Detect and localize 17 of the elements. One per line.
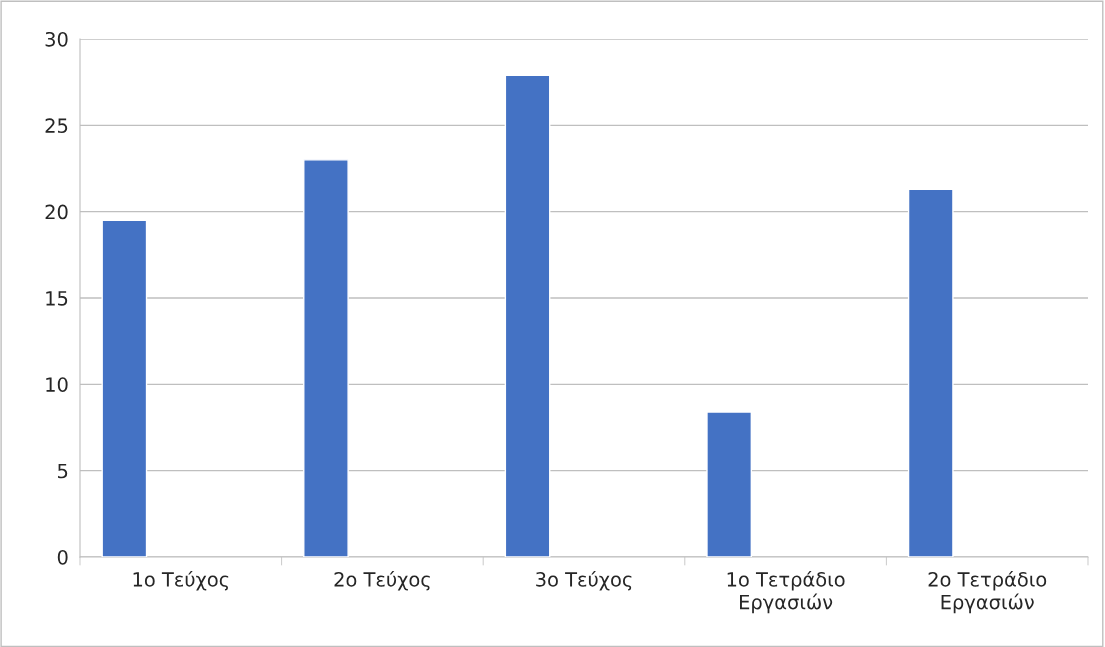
x-tick-label: 1ο Τεύχος: [133, 570, 229, 591]
bar: [303, 159, 349, 557]
x-tick-label: 3ο Τεύχος: [536, 570, 632, 591]
bar: [706, 411, 753, 557]
y-tick-label: 30: [45, 31, 68, 47]
y-tick-label: 15: [46, 291, 68, 306]
x-tick-label: 1ο Τετράδιο Εργασιών: [727, 570, 845, 614]
x-tick-label: 2ο Τετράδιο Εργασιών: [928, 570, 1047, 614]
y-tick-label: 0: [57, 549, 68, 565]
x-tick-label: 2ο Τεύχος: [334, 570, 430, 591]
y-tick-label: 5: [58, 463, 68, 479]
y-tick-label: 20: [45, 204, 68, 220]
bar: [907, 188, 954, 557]
bar: [504, 74, 551, 557]
y-tick-label: 10: [46, 377, 68, 392]
y-tick-label: 25: [45, 118, 68, 133]
bar: [101, 219, 148, 557]
